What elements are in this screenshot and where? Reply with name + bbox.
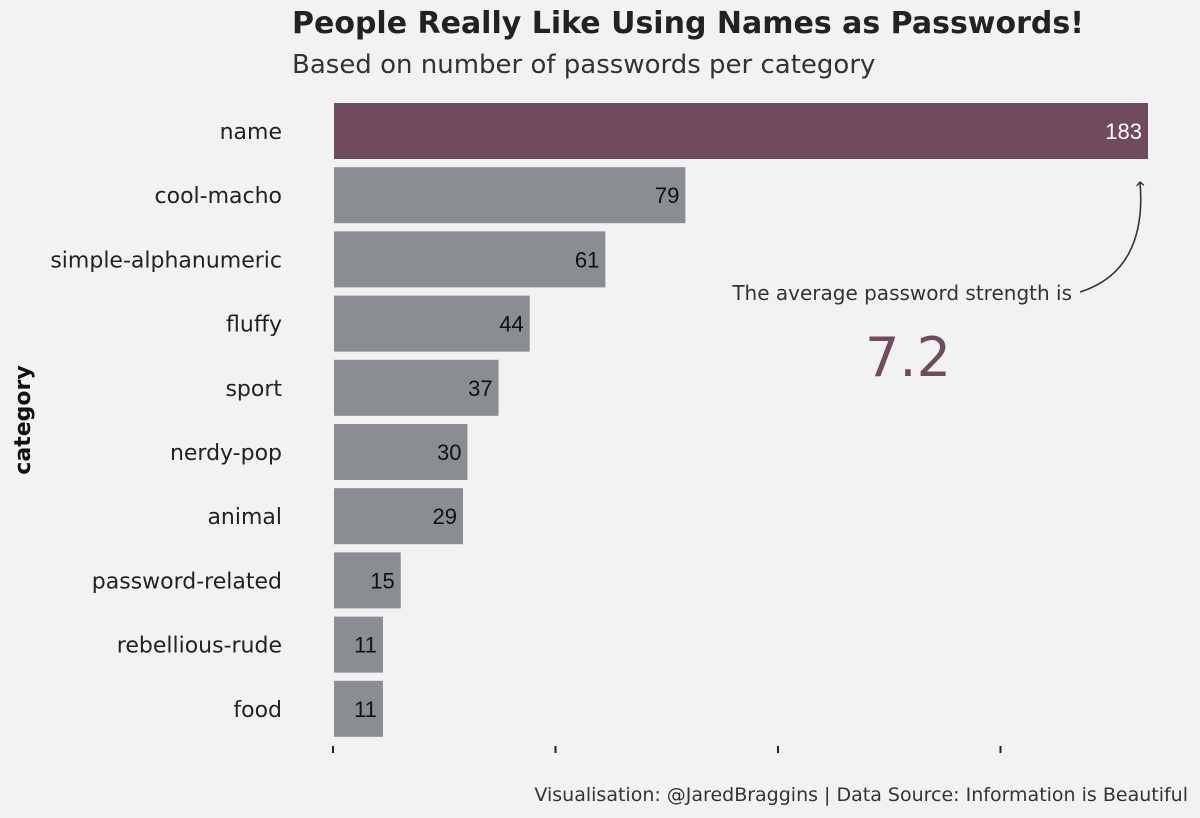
- value-labels: 183 79 61 44 37 30 29 15 11 11: [354, 119, 1142, 722]
- annotation-value: 7.2: [865, 326, 951, 389]
- bar-nerdy-pop: [334, 424, 468, 480]
- category-labels: name cool-macho simple-alphanumeric fluffy s…: [50, 120, 282, 723]
- bar-simple-alphanumeric: [334, 231, 606, 288]
- category-label-password-related: password-related: [92, 569, 282, 594]
- bar-name: [334, 103, 1148, 159]
- bar-food: [334, 680, 383, 737]
- category-label-nerdy-pop: nerdy-pop: [170, 441, 282, 466]
- category-label-food: food: [233, 698, 282, 723]
- category-label-name: name: [220, 120, 282, 145]
- bar-fluffy: [334, 295, 530, 352]
- value-label-name: 183: [1105, 119, 1142, 144]
- value-label-animal: 29: [433, 504, 457, 529]
- annotation-arrow: [1079, 180, 1145, 293]
- bar-password-related: [334, 552, 401, 609]
- annotation-text: The average password strength is: [731, 281, 1072, 305]
- bar-cool-macho: [334, 167, 686, 224]
- value-label-rebellious-rude: 11: [354, 633, 377, 658]
- bar-animal: [334, 488, 463, 545]
- category-label-simple-alphanumeric: simple-alphanumeric: [50, 248, 282, 273]
- bars-group: [334, 103, 1148, 737]
- category-label-fluffy: fluffy: [226, 313, 282, 338]
- value-label-nerdy-pop: 30: [437, 440, 461, 465]
- source-caption: Visualisation: @JaredBraggins | Data Sou…: [534, 784, 1188, 806]
- value-label-simple-alphanumeric: 61: [575, 247, 599, 272]
- value-label-food: 11: [354, 697, 377, 722]
- x-axis-ticks: [332, 746, 1002, 753]
- bar-rebellious-rude: [334, 616, 383, 673]
- chart-title: People Really Like Using Names as Passwo…: [292, 6, 1084, 41]
- value-label-cool-macho: 79: [655, 183, 679, 208]
- bar-sport: [334, 359, 499, 416]
- category-label-rebellious-rude: rebellious-rude: [117, 634, 282, 659]
- value-label-fluffy: 44: [499, 312, 523, 337]
- chart-subtitle: Based on number of passwords per categor…: [292, 50, 876, 80]
- value-label-password-related: 15: [370, 568, 394, 593]
- category-label-animal: animal: [207, 505, 282, 530]
- y-axis-label: category: [11, 365, 36, 474]
- category-label-sport: sport: [225, 377, 282, 402]
- category-label-cool-macho: cool-macho: [155, 184, 282, 209]
- value-label-sport: 37: [468, 376, 492, 401]
